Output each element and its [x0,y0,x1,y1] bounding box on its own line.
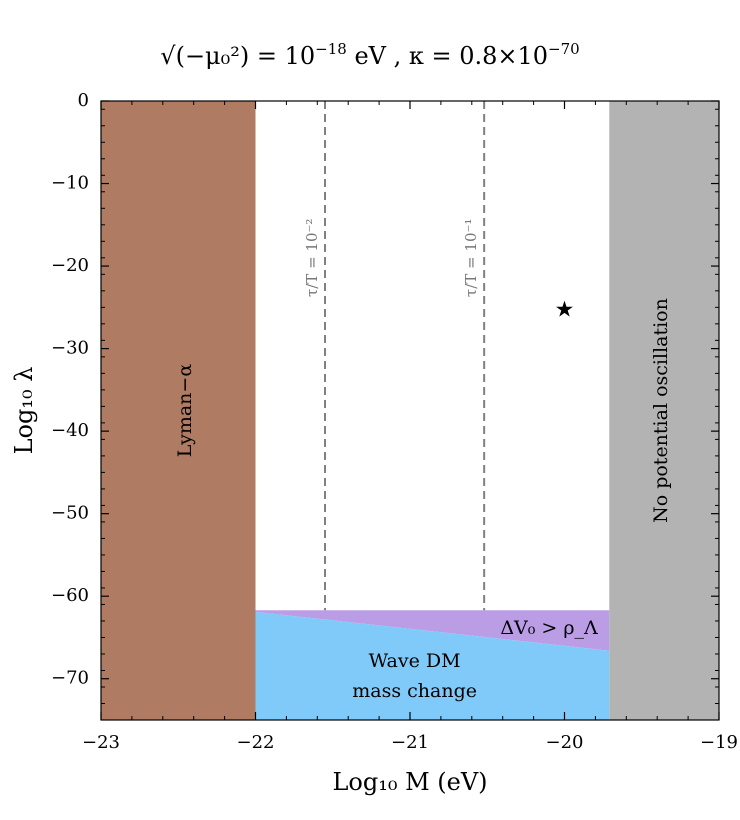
y-tick-label: −60 [51,585,89,606]
dashed-guide-label-1: τ/T = 10⁻² [303,219,321,297]
title-eq1: = 10 [249,42,316,70]
y-tick-label: −70 [51,668,89,689]
y-tick-label: −40 [51,420,89,441]
title-lhs: √(−μ₀²) [160,42,250,70]
marker-layer: ★ [555,297,575,322]
regions-layer [101,101,719,720]
region-label-delta-v0-rho-lambda: ΔV₀ > ρ_Λ [500,617,598,639]
chart-title: √(−μ₀²) = 10−18 eV , κ = 0.8×10−70 [0,40,740,70]
ticks-layer: −23 −22 −21 −20 −19 0 −10 −20 −30 −40 −50 −60 −70 [51,90,738,753]
x-axis-label: Log₁₀ M (eV) [332,768,487,796]
region-no-potential-oscillation [609,101,719,720]
y-tick-label: −30 [51,338,89,359]
y-tick-label: −50 [51,503,89,524]
x-tick-label: −22 [237,732,275,753]
star-marker: ★ [555,297,575,322]
region-labels-layer: Lyman−α No potential oscillation ΔV₀ > ρ_Λ… [174,219,672,703]
region-label-wave-dm-mass-change-line-1: Wave DM [369,650,461,672]
y-tick-label: −20 [51,255,89,276]
y-axis-label: Log₁₀ λ [10,367,38,455]
dashed-guide-label-2: τ/T = 10⁻¹ [462,219,480,297]
x-tick-label: −21 [391,732,429,753]
region-label-lyman-: Lyman−α [174,364,196,458]
region-wave-dm-mass-change [255,611,610,720]
title-unit1: eV , κ = 0.8×10 [346,42,549,70]
title-exp1: −18 [315,40,347,58]
x-tick-label: −19 [700,732,738,753]
region-delta-v0-rho-lambda [255,610,610,651]
y-tick-label: 0 [78,90,89,111]
dashed-guides-layer [324,101,486,611]
x-tick-label: −20 [546,732,584,753]
title-exp2: −70 [548,40,580,58]
region-lyman- [101,101,256,720]
x-tick-label: −23 [82,732,120,753]
region-label-no-potential-oscillation: No potential oscillation [650,298,672,523]
y-tick-label: −10 [51,173,89,194]
region-label-wave-dm-mass-change-line-2: mass change [352,680,477,702]
